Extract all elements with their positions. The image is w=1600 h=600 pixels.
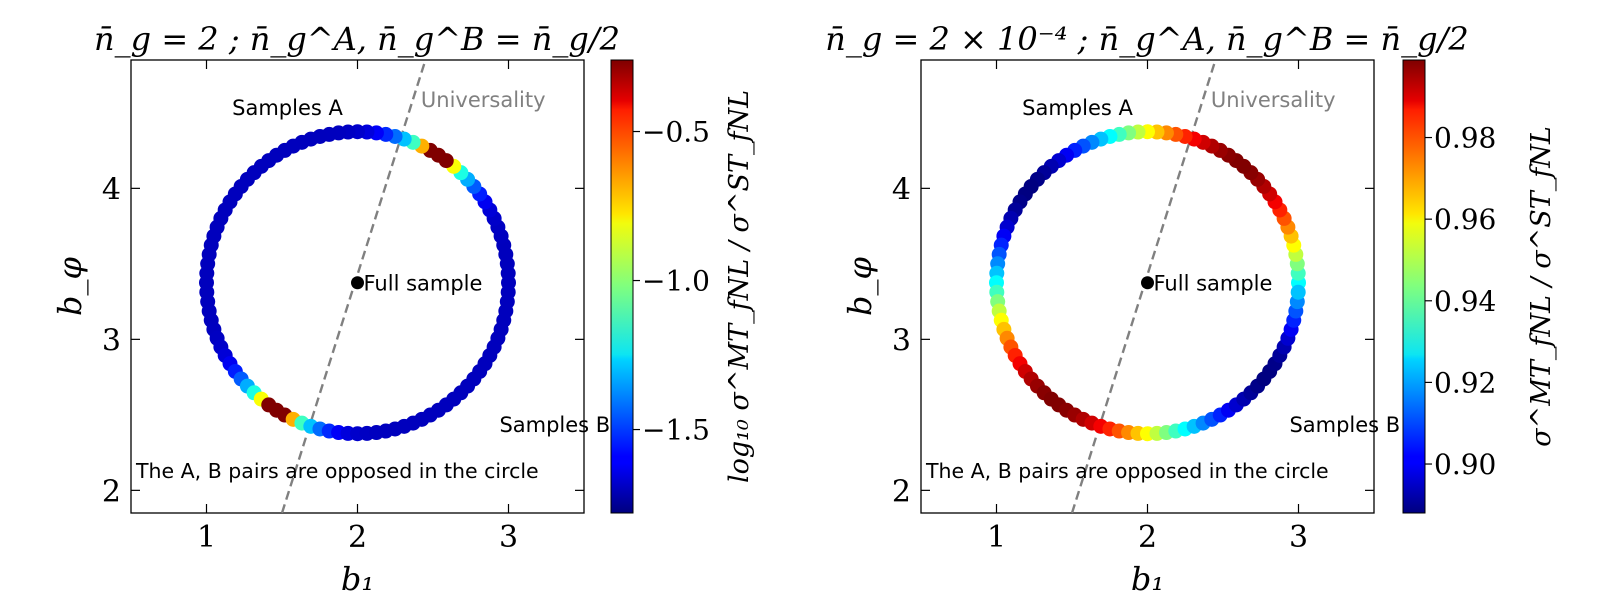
samples-b-label: Samples B [499,413,610,437]
full-sample-point [1141,276,1154,290]
panel-right: 1 2 3 2 3 4 b₁ b_φ n̄_g = 2 × 10⁻⁴ ; n̄_g^A, n̄_… [825,20,1557,598]
circle-point [1290,284,1306,300]
samples-b-label: Samples B [1289,413,1400,437]
y-axis-label: b_φ [51,256,89,315]
y-axis-label: b_φ [841,256,879,315]
x-tick-label: 3 [1289,520,1308,555]
colorbar-tick-label: 0.90 [1434,448,1496,481]
y-tick-label: 4 [102,172,121,207]
colorbar-tick-label: −0.5 [642,116,710,149]
universality-label: Universality [421,88,546,112]
x-axis-label: b₁ [1131,560,1164,598]
y-tick-label: 2 [102,474,121,509]
circle-point [500,284,516,300]
colorbar [610,59,634,514]
colorbar-tick-label: −1.5 [642,414,710,447]
x-axis-label: b₁ [341,560,374,598]
full-sample-point [351,276,364,290]
full-sample-label: Full sample [364,272,483,296]
samples-a-label: Samples A [232,96,343,120]
panel-left: 1 2 3 2 3 4 b₁ b_φ n̄_g = 2 ; n̄_g^A, n̄_g^B = n… [51,20,755,598]
x-tick-label: 3 [499,520,518,555]
pairs-note: The A, B pairs are opposed in the circle [925,459,1329,483]
full-sample-label: Full sample [1154,272,1273,296]
colorbar [1402,59,1426,514]
colorbar-label: log₁₀ σ^MT_fNL / σ^ST_fNL [724,90,755,483]
x-tick-label: 1 [987,520,1006,555]
pairs-note: The A, B pairs are opposed in the circle [135,459,539,483]
x-tick-label: 2 [348,520,367,555]
y-tick-label: 4 [892,172,911,207]
x-tick-label: 1 [197,520,216,555]
plot-area [989,60,1306,513]
y-tick-label: 2 [892,474,911,509]
chart-title: n̄_g = 2 ; n̄_g^A, n̄_g^B = n̄_g/2 [94,20,620,58]
colorbar-label: σ^MT_fNL / σ^ST_fNL [1526,126,1557,447]
y-tick-label: 3 [892,323,911,358]
x-tick-label: 2 [1138,520,1157,555]
colorbar-tick-label: 0.98 [1434,122,1496,155]
chart-title: n̄_g = 2 × 10⁻⁴ ; n̄_g^A, n̄_g^B = n̄_g/… [825,20,1469,58]
colorbar-tick-label: −1.0 [642,265,710,298]
plot-area [199,60,516,513]
colorbar-tick-label: 0.92 [1434,366,1496,399]
colorbar-tick-label: 0.94 [1434,285,1496,318]
universality-label: Universality [1211,88,1336,112]
y-tick-label: 3 [102,323,121,358]
colorbar-tick-label: 0.96 [1434,203,1496,236]
samples-a-label: Samples A [1022,96,1133,120]
